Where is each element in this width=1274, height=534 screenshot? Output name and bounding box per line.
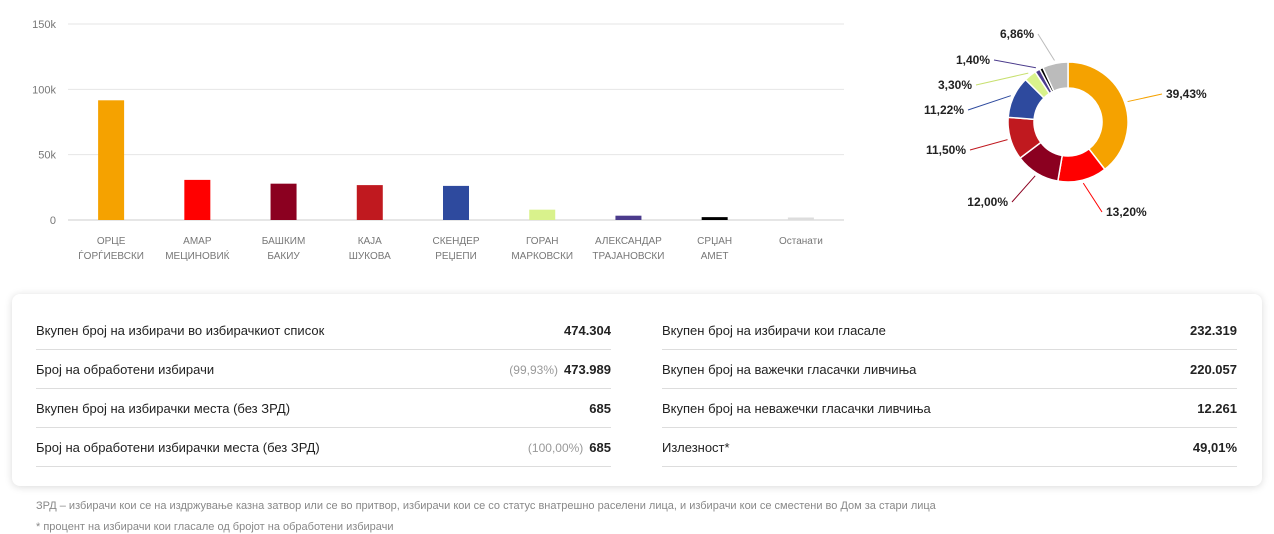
- bar[interactable]: [184, 179, 211, 220]
- donut-percent-label: 6,86%: [1000, 27, 1034, 41]
- x-tick-label: ШУКОВА: [349, 251, 391, 262]
- x-tick-label: ОРЦЕ: [97, 236, 126, 247]
- bar-chart: 0 50k 100k 150k ОРЦЕ ЃОРЃИЕВСКИ АМАР МЕЦИНОВИЌ Б…: [32, 19, 844, 262]
- donut-percent-label: 39,43%: [1166, 87, 1207, 101]
- donut-leader-line: [1037, 33, 1055, 61]
- footnote-zrd: ЗРД – избирачи кои се на издржување казн…: [36, 500, 936, 512]
- stats-percent: (99,93%): [509, 362, 558, 377]
- donut-percent-label: 1,40%: [956, 53, 990, 67]
- stats-label: Вкупен број на избирачки места (без ЗРД): [36, 401, 291, 416]
- stats-label: Вкупен број на неважечки гласачки ливчињ…: [662, 401, 931, 416]
- donut-leader-line: [969, 139, 1008, 151]
- footnote-turnout: * процент на избирачи кои гласале од бро…: [36, 521, 394, 533]
- donut-chart: 39,43% 13,20% 12,00% 11,50% 11,22% 3,30% 1,40%…: [924, 27, 1207, 219]
- donut-percent-label: 12,00%: [967, 195, 1008, 209]
- stats-value: 685: [589, 440, 611, 455]
- x-tick-label: Останати: [779, 236, 823, 247]
- bar[interactable]: [701, 217, 728, 220]
- donut-percent-label: 11,50%: [926, 143, 966, 157]
- stats-percent: (100,00%): [527, 440, 584, 455]
- x-tick-label: ГОРАН: [526, 236, 559, 247]
- stats-label: Вкупен број на важечки гласачки ливчиња: [662, 362, 917, 377]
- x-tick-label: БАКИУ: [267, 251, 300, 262]
- x-tick-label: МАРКОВСКИ: [511, 251, 573, 262]
- stats-card: Вкупен број на избирачи во избирачкиот с…: [12, 294, 1262, 486]
- donut-percent-label: 11,22%: [924, 103, 964, 117]
- stats-row: Излезност* 49,01%: [662, 429, 1237, 467]
- stats-row: Број на обработени избирачи (99,93%) 473.9…: [36, 351, 611, 389]
- bar[interactable]: [98, 100, 125, 220]
- stats-value: 685: [589, 401, 611, 416]
- donut-leader-line: [1127, 93, 1163, 103]
- x-tick-label: АЛЕКСАНДАР: [595, 236, 662, 247]
- bar[interactable]: [787, 217, 814, 220]
- stats-row: Вкупен број на избирачки места (без ЗРД)…: [36, 390, 611, 428]
- stats-row: Број на обработени избирачки места (без …: [36, 429, 611, 467]
- bar[interactable]: [529, 209, 556, 220]
- bar[interactable]: [615, 215, 642, 220]
- stats-row: Вкупен број на избирачи кои гласале 232.3…: [662, 312, 1237, 350]
- x-tick-label: АМЕТ: [701, 251, 729, 262]
- donut-leader-line: [1011, 175, 1036, 203]
- y-tick-label: 50k: [38, 150, 56, 162]
- x-tick-label: КАЈА: [358, 236, 382, 247]
- donut-leader-line: [975, 72, 1029, 86]
- x-tick-label: РЕЏЕПИ: [435, 251, 477, 262]
- stats-value: 220.057: [1190, 362, 1237, 377]
- stats-label: Вкупен број на избирачи кои гласале: [662, 323, 886, 338]
- stats-value: 12.261: [1197, 401, 1237, 416]
- stats-value: 232.319: [1190, 323, 1237, 338]
- stats-label: Вкупен број на избирачи во избирачкиот с…: [36, 323, 325, 338]
- y-tick-label: 0: [50, 215, 56, 227]
- stats-value: 49,01%: [1192, 440, 1237, 455]
- x-tick-label: ТРАЈАНОВСКИ: [592, 251, 664, 262]
- donut-slice[interactable]: [1041, 61, 1069, 93]
- donut-slice[interactable]: [1067, 61, 1129, 171]
- donut-leader-line: [967, 95, 1011, 111]
- donut-percent-label: 13,20%: [1106, 205, 1147, 219]
- x-tick-label: МЕЦИНОВИЌ: [165, 249, 229, 262]
- bar[interactable]: [443, 185, 469, 220]
- stats-label: Број на обработени избирачи: [36, 362, 215, 377]
- stats-row: Вкупен број на избирачи во избирачкиот с…: [36, 312, 611, 350]
- stats-column-left: Вкупен број на избирачи во избирачкиот с…: [36, 312, 611, 467]
- x-tick-label: СРЏАН: [697, 236, 732, 247]
- stats-row: Вкупен број на неважечки гласачки ливчињ…: [662, 390, 1237, 428]
- y-tick-label: 100k: [32, 84, 56, 96]
- x-tick-label: АМАР: [183, 236, 212, 247]
- x-tick-label: СКЕНДЕР: [432, 236, 479, 247]
- bar[interactable]: [356, 185, 383, 220]
- y-tick-label: 150k: [32, 19, 56, 31]
- donut-leader-line: [993, 59, 1036, 69]
- stats-column-right: Вкупен број на избирачи кои гласале 232.3…: [662, 312, 1237, 467]
- stats-value: 473.989: [564, 362, 611, 377]
- bar[interactable]: [270, 183, 297, 220]
- stats-label: Излезност*: [662, 440, 730, 455]
- stats-value: 474.304: [564, 323, 611, 338]
- stats-row: Вкупен број на важечки гласачки ливчиња 2…: [662, 351, 1237, 389]
- stats-label: Број на обработени избирачки места (без …: [36, 440, 320, 455]
- x-tick-label: ЃОРЃИЕВСКИ: [78, 249, 144, 262]
- donut-leader-line: [1082, 182, 1103, 213]
- donut-percent-label: 3,30%: [938, 78, 972, 92]
- x-tick-label: БАШКИМ: [262, 236, 306, 247]
